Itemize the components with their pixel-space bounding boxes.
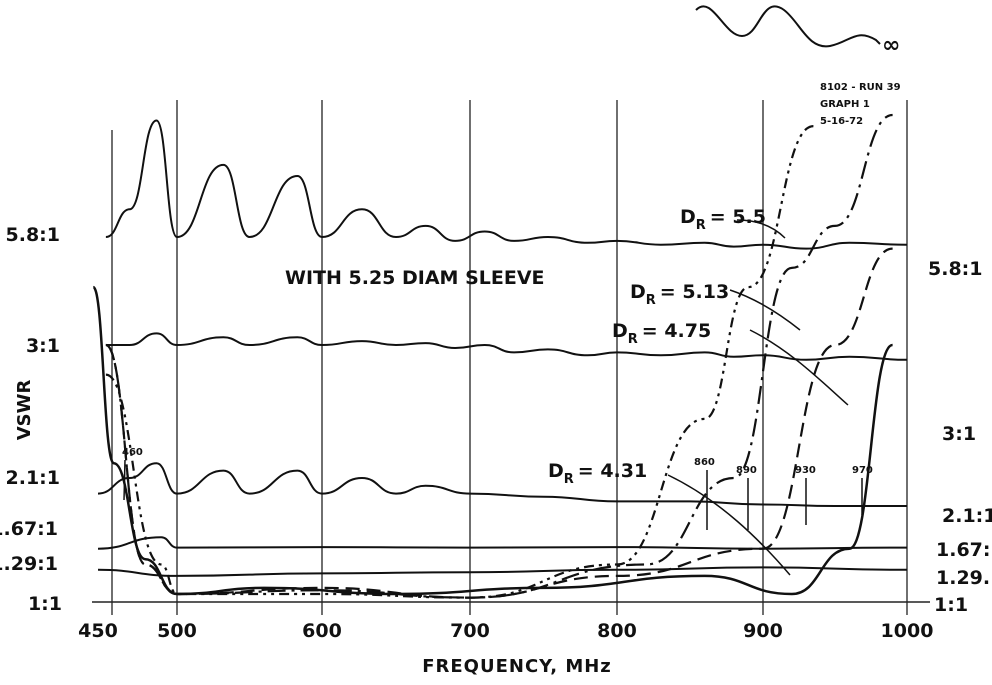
ytick-right-2-1: 2.1:1 bbox=[942, 505, 992, 527]
series-line-1-29 bbox=[97, 566, 908, 577]
series-line-3-1 bbox=[105, 332, 908, 361]
ytick-left-2-1: 2.1:1 bbox=[6, 467, 60, 489]
ytick-left-3: 3:1 bbox=[26, 335, 60, 357]
id-line-3: 5-16-72 bbox=[820, 116, 863, 127]
leader-arrows bbox=[667, 219, 849, 576]
vswr-curves bbox=[97, 119, 908, 577]
id-line-2: GRAPH 1 bbox=[820, 99, 870, 110]
ytick-left-1-67: 1.67:1 bbox=[0, 518, 58, 540]
dr-curve-5-13 bbox=[105, 113, 893, 599]
ytick-left-1-29: 1.29:1 bbox=[0, 553, 58, 575]
xtick-1000: 1000 bbox=[881, 620, 934, 642]
xtick-900: 900 bbox=[743, 620, 783, 642]
dr-label-4-31: DR = 4.31 bbox=[548, 460, 647, 487]
xtick-800: 800 bbox=[597, 620, 637, 642]
dr-label-4-75: DR = 4.75 bbox=[612, 320, 711, 347]
ytick-right-1-67: 1.67:1 bbox=[936, 539, 992, 561]
xtick-500: 500 bbox=[157, 620, 197, 642]
freq-marker-970: 970 bbox=[852, 465, 873, 476]
freq-marker-460: 460 bbox=[122, 447, 143, 458]
id-line-1: 8102 - RUN 39 bbox=[820, 82, 901, 93]
dr-label-5-13: DR = 5.13 bbox=[630, 281, 729, 308]
freq-marker-930: 930 bbox=[795, 465, 816, 476]
svg-text:DR= 5.13: DR = 5.13 bbox=[630, 281, 729, 308]
x-axis-label: FREQUENCY, MHz bbox=[422, 656, 612, 677]
leader-5-5 bbox=[736, 219, 786, 239]
dr-curve-4-31 bbox=[92, 285, 894, 596]
series-line-5-8-1 bbox=[105, 119, 908, 250]
leader-4-75 bbox=[749, 329, 849, 406]
ytick-left-5-8: 5.8:1 bbox=[6, 224, 60, 246]
dr-label-5-5: DR = 5.5 bbox=[680, 206, 766, 233]
series-line-1-67 bbox=[97, 536, 908, 550]
ytick-right-3: 3:1 bbox=[942, 423, 976, 445]
wave-symbol-icon bbox=[695, 5, 881, 48]
xtick-450: 450 bbox=[78, 620, 118, 642]
ytick-right-5-8: 5.8:1 bbox=[928, 258, 982, 280]
infinity-symbol: ∞ bbox=[882, 33, 900, 58]
xtick-600: 600 bbox=[302, 620, 342, 642]
grid-lines bbox=[92, 100, 930, 615]
ytick-right-1-29: 1.29.1 bbox=[936, 567, 992, 589]
freq-marker-860: 860 bbox=[694, 457, 715, 468]
svg-text:DR= 4.31: DR = 4.31 bbox=[548, 460, 647, 487]
y-axis-label: VSWR bbox=[14, 380, 35, 441]
ytick-right-1: 1:1 bbox=[934, 594, 968, 616]
freq-marker-460-line bbox=[123, 459, 126, 501]
xtick-700: 700 bbox=[450, 620, 490, 642]
sleeve-annotation: WITH 5.25 DIAM SLEEVE bbox=[285, 267, 545, 289]
leader-4-31 bbox=[667, 474, 791, 576]
leader-5-13 bbox=[729, 289, 801, 331]
series-line-2-1-1 bbox=[97, 462, 907, 508]
freq-marker-890: 890 bbox=[736, 465, 757, 476]
ytick-left-1: 1:1 bbox=[28, 593, 62, 615]
svg-text:DR= 5.5: DR = 5.5 bbox=[680, 206, 766, 233]
svg-text:DR= 4.75: DR = 4.75 bbox=[612, 320, 711, 347]
